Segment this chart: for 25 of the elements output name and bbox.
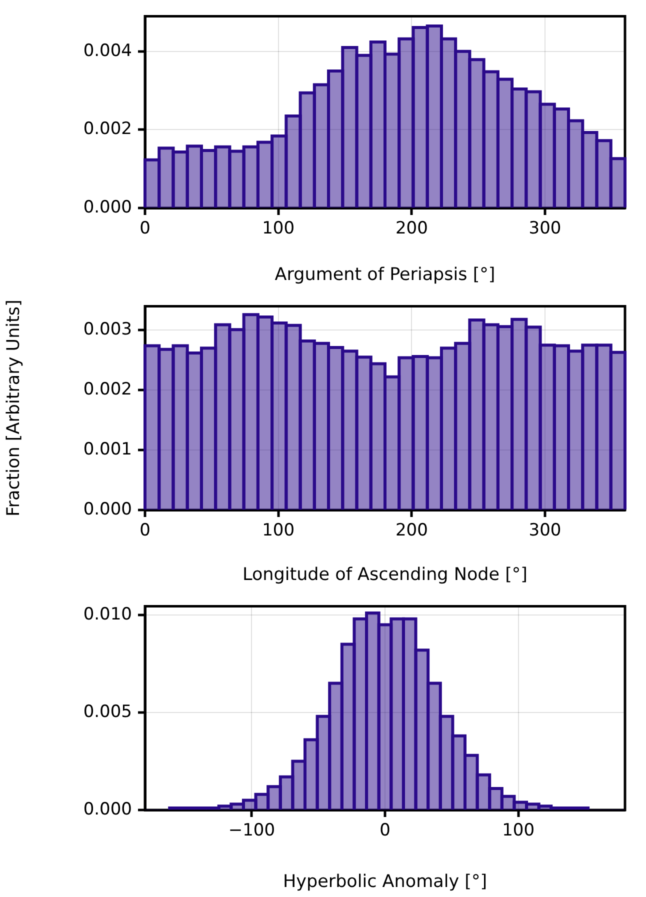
x-tick-label: 200 — [395, 520, 428, 541]
y-axis-title: Fraction [Arbitrary Units] — [4, 300, 24, 517]
x-tick-label: 200 — [395, 218, 428, 239]
y-tick-label: 0.000 — [83, 799, 132, 820]
x-tick-label: 100 — [262, 218, 295, 239]
y-tick-label: 0.002 — [83, 119, 132, 140]
x-tick-label: 300 — [528, 218, 562, 239]
y-tick-label: 0.002 — [83, 380, 132, 400]
x-axis-title: Hyperbolic Anomaly [°] — [282, 872, 488, 892]
x-tick-label: 100 — [502, 820, 535, 841]
x-tick-label: 300 — [528, 520, 562, 541]
x-tick-label: −100 — [228, 820, 276, 841]
y-tick-label: 0.005 — [83, 702, 132, 722]
y-tick-label: 0.000 — [83, 197, 132, 218]
y-tick-label: 0.001 — [83, 439, 132, 460]
x-tick-label: 100 — [262, 520, 295, 541]
x-tick-label: 0 — [140, 520, 150, 541]
y-tick-label: 0.003 — [83, 320, 132, 340]
x-axis-title: Argument of Periapsis [°] — [274, 265, 496, 286]
x-tick-label: 0 — [140, 218, 150, 239]
x-axis-title: Longitude of Ascending Node [°] — [242, 565, 528, 586]
y-tick-label: 0.010 — [83, 604, 132, 624]
y-tick-label: 0.000 — [83, 499, 132, 520]
x-tick-label: 0 — [380, 820, 390, 841]
y-tick-label: 0.004 — [83, 40, 132, 61]
